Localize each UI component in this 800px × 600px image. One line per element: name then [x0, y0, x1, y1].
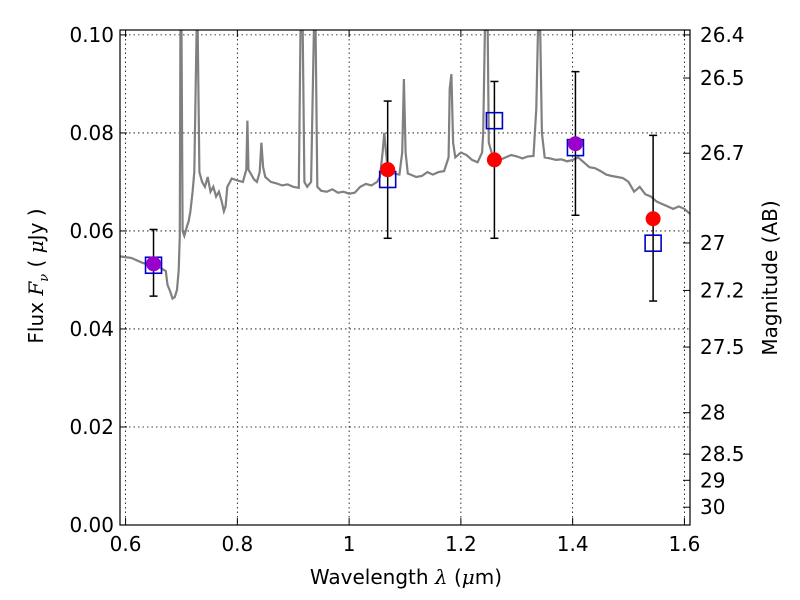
observed-markers	[146, 136, 661, 272]
y-axis-title: Flux Fν ( μJy )	[24, 208, 52, 343]
model-square-marker	[644, 234, 662, 252]
y2-tick-label: 27.5	[700, 335, 745, 359]
x-tick-label: 1	[343, 532, 356, 556]
x-tick-label: 0.8	[221, 532, 253, 556]
y2-tick-label: 27	[700, 231, 725, 255]
observed-point	[146, 256, 162, 272]
y2-tick-label: 26.4	[700, 23, 745, 47]
axis-ticks: 0.6 0.8 1 1.2 1.4 1.6 0.00 0.02 0.04 0.06 0.08 0.10…	[69, 23, 744, 556]
x-axis-title: Wavelength λ (μm)	[310, 565, 502, 589]
observed-point	[486, 152, 502, 168]
plot-frame	[119, 29, 691, 526]
y-tick-label: 0.10	[69, 23, 114, 47]
y2-axis-title: Magnitude (AB)	[758, 200, 782, 355]
x-tick-label: 0.6	[110, 532, 142, 556]
y2-tick-label: 27.2	[700, 278, 745, 302]
spectrum-layer	[120, 30, 690, 301]
x-tick-label: 1.6	[669, 532, 701, 556]
y-tick-label: 0.00	[69, 513, 114, 537]
model-markers	[144, 111, 662, 275]
observed-point	[567, 136, 583, 152]
y2-tick-label: 28	[700, 401, 725, 425]
observed-point	[645, 211, 661, 227]
y2-tick-label: 26.5	[700, 66, 745, 90]
y2-tick-label: 28.5	[700, 442, 745, 466]
model-square-marker	[485, 111, 504, 130]
x-tick-label: 1.2	[445, 532, 477, 556]
y2-tick-label: 29	[700, 468, 725, 492]
spectrum-line	[120, 30, 690, 301]
observed-point	[380, 162, 396, 178]
y-tick-label: 0.08	[69, 121, 114, 145]
x-tick-label: 1.4	[557, 532, 589, 556]
y2-tick-label: 26.7	[700, 141, 745, 165]
y-tick-label: 0.02	[69, 415, 114, 439]
y-tick-label: 0.04	[69, 317, 114, 341]
y-tick-label: 0.06	[69, 219, 114, 243]
y2-tick-label: 30	[700, 495, 725, 519]
